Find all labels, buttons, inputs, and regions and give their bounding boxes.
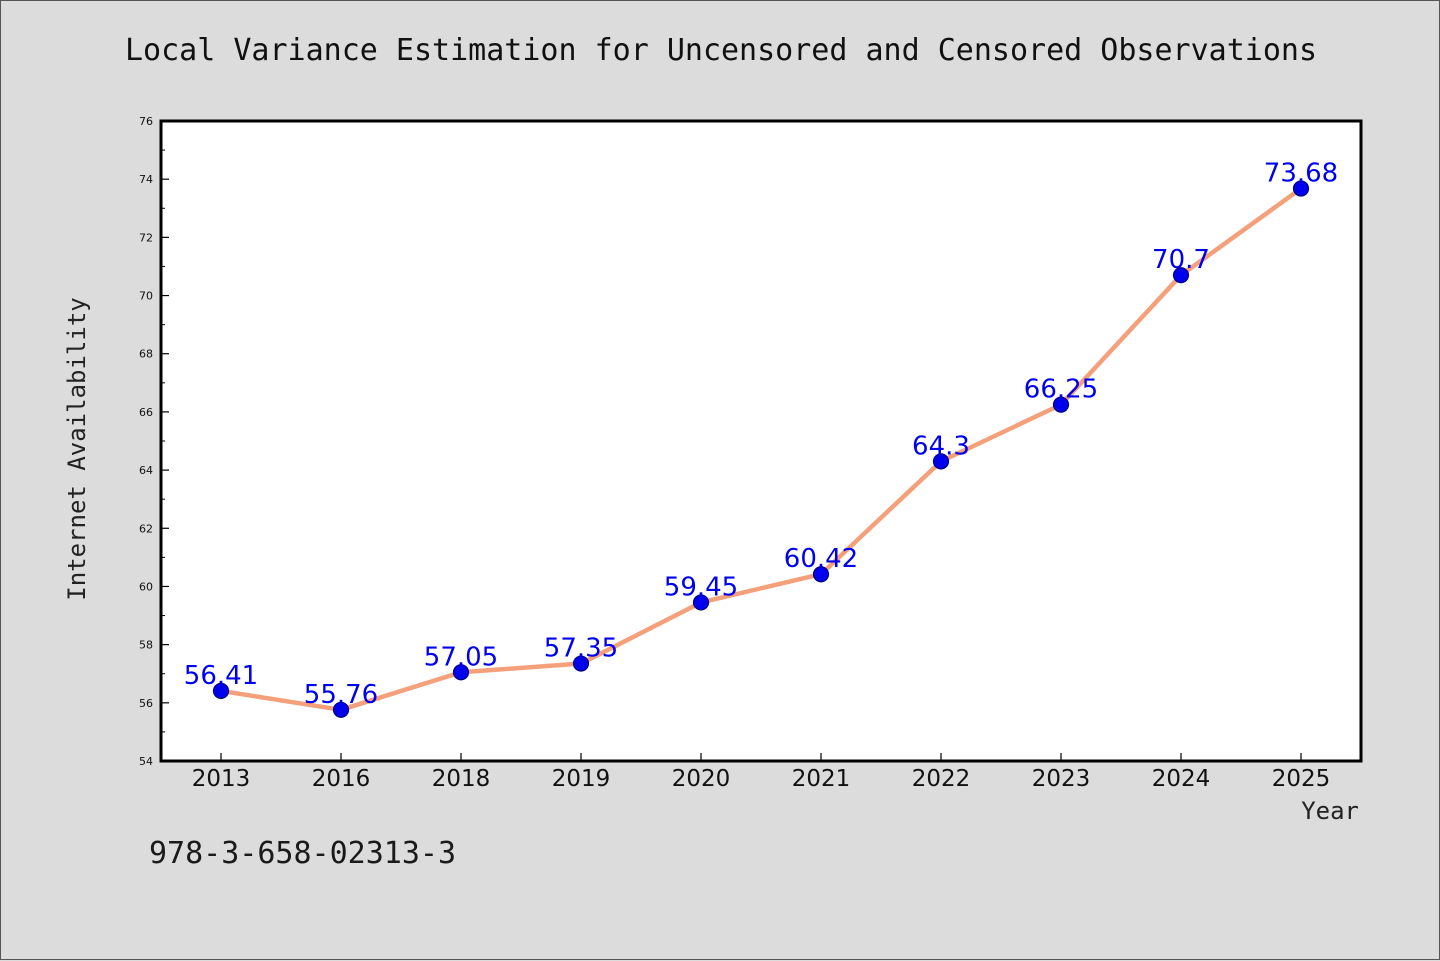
y-tick-label: 58 — [139, 639, 153, 652]
data-label: 73.68 — [1264, 158, 1338, 188]
data-label: 64.3 — [912, 431, 970, 461]
y-tick-label: 56 — [139, 697, 153, 710]
data-label: 57.05 — [424, 642, 498, 672]
x-tick-label: 2025 — [1272, 766, 1331, 792]
y-tick-label: 64 — [139, 464, 153, 477]
x-tick-label: 2022 — [912, 766, 971, 792]
data-point — [212, 682, 230, 699]
data-label: 70.7 — [1152, 245, 1210, 275]
data-point — [812, 566, 830, 583]
y-tick-label: 62 — [139, 522, 153, 535]
data-label: 60.42 — [784, 544, 858, 574]
y-tick-label: 70 — [139, 290, 153, 303]
data-point — [1292, 180, 1310, 197]
plot-area — [159, 119, 1363, 763]
x-tick-label: 2020 — [672, 766, 731, 792]
x-tick-label: 2013 — [192, 766, 251, 792]
data-label: 66.25 — [1024, 375, 1098, 405]
chart-title: Local Variance Estimation for Uncensored… — [124, 33, 1318, 68]
data-label: 55.76 — [304, 680, 378, 710]
y-tick-label: 68 — [139, 348, 153, 361]
data-point — [692, 594, 710, 611]
y-tick-label: 72 — [139, 231, 153, 244]
x-tick-label: 2024 — [1152, 766, 1211, 792]
data-point — [332, 701, 350, 718]
isbn-code: 978-3-658-02313-3 — [149, 836, 457, 871]
x-tick-label: 2019 — [552, 766, 611, 792]
data-label: 56.41 — [184, 661, 258, 691]
data-label: 59.45 — [664, 572, 738, 602]
x-tick-label: 2018 — [432, 766, 491, 792]
x-tick-label: 2021 — [792, 766, 851, 792]
y-tick-label: 66 — [139, 406, 153, 419]
data-point — [452, 664, 470, 681]
data-point — [572, 655, 590, 672]
y-tick-label: 60 — [139, 580, 153, 593]
data-point — [1172, 267, 1190, 284]
y-tick-label: 76 — [139, 115, 153, 128]
x-tick-label: 2023 — [1032, 766, 1091, 792]
x-axis-title: Year — [1301, 797, 1359, 825]
data-label: 57.35 — [544, 634, 618, 664]
data-point — [1052, 396, 1070, 413]
x-tick-label: 2016 — [312, 766, 371, 792]
y-tick-label: 74 — [139, 173, 153, 186]
data-point — [932, 453, 950, 470]
series-line — [218, 186, 1304, 713]
y-tick-label: 54 — [139, 755, 153, 768]
